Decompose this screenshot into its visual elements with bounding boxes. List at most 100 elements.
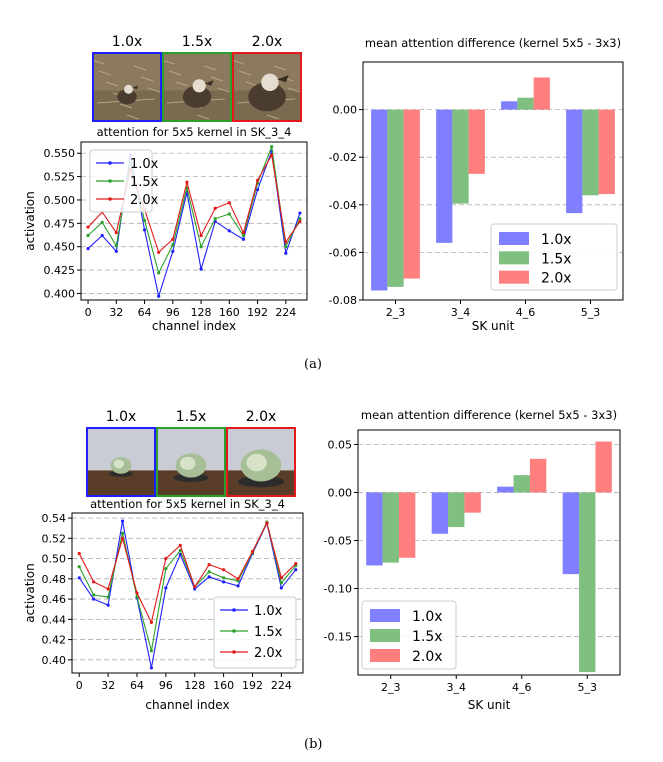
legend-swatch bbox=[499, 232, 529, 245]
data-point bbox=[241, 237, 246, 241]
x-tick-label: 0 bbox=[85, 306, 92, 319]
legend-label: 1.0x bbox=[412, 609, 443, 625]
data-point bbox=[171, 249, 175, 253]
data-point bbox=[92, 580, 96, 584]
data-point bbox=[255, 188, 260, 192]
data-point bbox=[120, 536, 125, 540]
y-tick-label: -0.10 bbox=[324, 583, 352, 596]
caption-a: (a) bbox=[304, 357, 322, 372]
data-point bbox=[199, 267, 203, 271]
data-point bbox=[185, 180, 189, 184]
x-tick-label: 0 bbox=[76, 679, 83, 692]
data-point bbox=[178, 548, 182, 553]
x-tick-label: 192 bbox=[242, 679, 263, 692]
caption-b: (b) bbox=[304, 737, 323, 752]
data-point bbox=[270, 153, 274, 157]
x-axis-label: SK unit bbox=[472, 319, 515, 333]
x-tick-label: 3_4 bbox=[447, 681, 467, 694]
data-point bbox=[120, 519, 125, 523]
data-point bbox=[284, 251, 288, 255]
y-tick-label: 0.550 bbox=[44, 147, 76, 160]
x-tick-label: 128 bbox=[184, 679, 205, 692]
plot-frame bbox=[362, 61, 624, 301]
data-point bbox=[298, 211, 302, 215]
data-point bbox=[193, 585, 197, 589]
y-tick-label: -0.06 bbox=[329, 246, 357, 259]
data-point bbox=[227, 229, 231, 233]
data-point bbox=[149, 620, 154, 624]
x-tick-label: 96 bbox=[166, 306, 180, 319]
legend-swatch bbox=[499, 251, 529, 265]
y-tick-label: 0.500 bbox=[44, 194, 76, 207]
data-point bbox=[114, 231, 118, 235]
bar-2.0x bbox=[398, 492, 416, 558]
y-tick-label: 0.42 bbox=[42, 634, 67, 647]
data-point bbox=[142, 218, 147, 223]
y-tick-label: 0.00 bbox=[333, 104, 358, 117]
legend-label: 2.0x bbox=[412, 649, 443, 665]
data-point bbox=[164, 567, 168, 571]
data-point bbox=[199, 233, 203, 238]
bar-1.5x bbox=[579, 492, 596, 673]
data-point bbox=[77, 576, 81, 580]
y-tick-label: 0.05 bbox=[328, 438, 353, 451]
x-tick-label: 160 bbox=[219, 306, 240, 319]
y-tick-label: 0.525 bbox=[44, 171, 76, 184]
data-point bbox=[92, 597, 96, 601]
x-tick-label: 4_6 bbox=[512, 681, 532, 694]
bar-2.0x bbox=[464, 492, 481, 513]
x-tick-label: 96 bbox=[159, 679, 173, 692]
plot-frame bbox=[71, 512, 304, 674]
data-point bbox=[114, 249, 118, 253]
x-tick-label: 64 bbox=[138, 306, 152, 319]
legend-swatch bbox=[370, 649, 400, 662]
data-point bbox=[207, 563, 211, 567]
x-tick-label: 4_6 bbox=[516, 306, 536, 319]
y-axis-label: activation bbox=[23, 563, 37, 622]
bar-1.5x bbox=[513, 475, 530, 493]
x-tick-label: 5_3 bbox=[578, 681, 598, 694]
bar-chart-title: mean attention difference (kernel 5x5 - … bbox=[361, 408, 617, 422]
bar-1.0x bbox=[366, 492, 383, 566]
bar-2.0x bbox=[468, 109, 485, 174]
data-point bbox=[164, 556, 168, 561]
data-point bbox=[77, 551, 81, 556]
y-tick-label: -0.04 bbox=[329, 199, 357, 212]
y-tick-label: 0.40 bbox=[42, 654, 67, 667]
data-point bbox=[86, 225, 90, 229]
y-tick-label: -0.08 bbox=[329, 294, 357, 307]
bar-1.0x bbox=[562, 492, 580, 575]
bar-1.5x bbox=[448, 492, 465, 528]
bar-2.0x bbox=[403, 109, 420, 279]
data-point bbox=[157, 271, 161, 275]
data-point bbox=[213, 206, 217, 210]
y-axis-label: activation bbox=[23, 191, 37, 250]
legend-label: 2.0x bbox=[254, 646, 283, 661]
data-point bbox=[227, 201, 231, 205]
bar-1.0x bbox=[431, 492, 449, 534]
x-tick-label: 128 bbox=[191, 306, 212, 319]
data-point bbox=[164, 586, 168, 590]
data-point bbox=[171, 243, 175, 247]
data-point bbox=[221, 580, 226, 584]
data-point bbox=[298, 217, 302, 221]
data-point bbox=[157, 294, 161, 298]
plot-frame bbox=[357, 429, 621, 676]
data-point bbox=[221, 568, 226, 572]
y-tick-label: 0.400 bbox=[44, 287, 76, 300]
x-tick-label: 32 bbox=[109, 306, 123, 319]
data-point bbox=[86, 233, 90, 238]
y-tick-label: 0.48 bbox=[42, 573, 67, 586]
data-point bbox=[120, 531, 125, 535]
data-point bbox=[279, 586, 283, 590]
line-chart-title: attention for 5x5 kernel in SK_3_4 bbox=[97, 125, 292, 139]
y-tick-label: 0.450 bbox=[44, 241, 76, 254]
data-point bbox=[207, 570, 211, 574]
bar-2.0x bbox=[533, 77, 550, 110]
y-tick-label: 0.00 bbox=[328, 486, 353, 499]
data-point bbox=[149, 649, 154, 653]
data-point bbox=[106, 595, 110, 599]
legend-label: 2.0x bbox=[130, 193, 159, 208]
